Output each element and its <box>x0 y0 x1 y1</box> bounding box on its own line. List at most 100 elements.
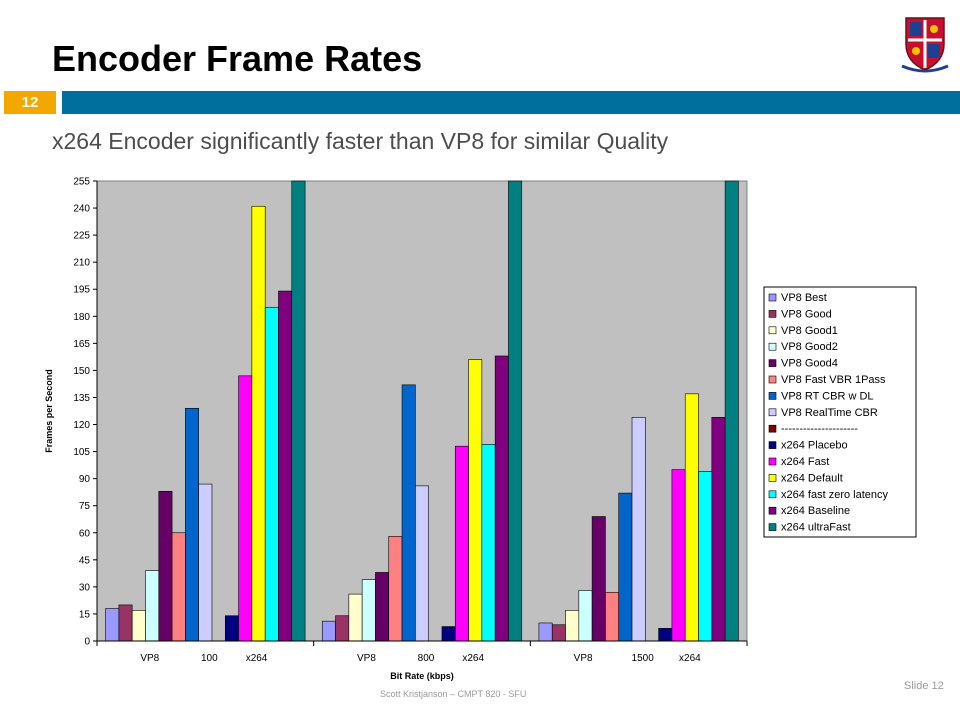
y-axis: 0 15 30 45 60 75 90 105 120 135 150 165 180 195 210 225… <box>73 177 98 648</box>
bar <box>724 180 739 642</box>
slide-number: 12 <box>21 94 39 111</box>
y-tick-label: 15 <box>79 609 91 620</box>
legend-swatch <box>768 310 777 318</box>
header-accent-bar <box>62 91 960 114</box>
y-tick-label: 120 <box>73 420 90 431</box>
bar <box>578 590 593 642</box>
bar <box>335 615 350 642</box>
legend-swatch <box>768 523 777 531</box>
x-sublabel-x264: x264 <box>679 653 701 664</box>
bar <box>118 604 133 642</box>
bar <box>698 471 713 642</box>
x-sublabel-vp8: VP8 <box>140 653 159 664</box>
y-tick-label: 225 <box>73 231 90 242</box>
bar <box>348 593 363 642</box>
bar <box>711 417 726 642</box>
bar <box>658 628 673 642</box>
legend-label: x264 Baseline <box>781 505 850 517</box>
bar <box>238 375 253 642</box>
legend-label: x264 fast zero latency <box>781 489 889 501</box>
bar <box>171 532 186 642</box>
legend-box <box>763 286 917 538</box>
bar <box>631 417 646 642</box>
bar <box>618 492 633 642</box>
bar <box>251 205 266 642</box>
bar <box>684 393 699 642</box>
university-crest-icon <box>901 17 949 73</box>
legend-swatch <box>768 326 777 335</box>
bar <box>454 445 469 642</box>
x-sublabel-vp8: VP8 <box>357 653 376 664</box>
legend-label: VP8 RT CBR w DL <box>781 390 874 402</box>
y-tick-label: 75 <box>79 501 91 512</box>
y-tick-label: 150 <box>73 366 90 377</box>
y-axis-title: Frames per Second <box>44 369 54 453</box>
bar <box>224 615 239 642</box>
slide-title: Encoder Frame Rates <box>52 38 423 79</box>
bar <box>145 570 160 642</box>
legend-swatch <box>768 375 777 384</box>
legend-swatch <box>768 474 777 482</box>
x-category-label: 1500 <box>632 653 655 664</box>
bar <box>264 306 279 642</box>
legend-swatch <box>768 408 777 417</box>
bar <box>278 290 293 642</box>
y-tick-label: 90 <box>79 474 91 485</box>
legend-label: VP8 Best <box>781 292 827 304</box>
bar <box>508 180 523 642</box>
bar <box>375 572 390 642</box>
bar <box>198 483 213 642</box>
legend-swatch <box>768 441 777 449</box>
y-tick-label: 30 <box>79 582 91 593</box>
bar <box>185 407 199 642</box>
legend-label: VP8 RealTime CBR <box>781 407 878 419</box>
y-tick-label: 255 <box>73 177 90 188</box>
legend-label: x264 Fast <box>781 456 829 468</box>
legend-label: VP8 Good2 <box>781 341 838 353</box>
legend-swatch <box>768 457 777 466</box>
x-axis-title: Bit Rate (kbps) <box>390 671 454 681</box>
bar <box>388 536 403 642</box>
bar <box>401 384 416 642</box>
x-sublabel-x264: x264 <box>462 653 484 664</box>
legend-label: VP8 Good <box>781 308 832 320</box>
x-category-label: 100 <box>201 653 218 664</box>
legend-swatch <box>768 293 777 302</box>
bar <box>361 579 376 642</box>
legend-swatch <box>768 359 777 367</box>
y-tick-label: 165 <box>73 339 90 350</box>
footer-text: Scott Kristjanson – CMPT 820 - SFU <box>380 689 527 699</box>
bar <box>565 610 580 642</box>
legend-label: x264 Placebo <box>781 440 848 452</box>
legend-swatch <box>768 506 777 515</box>
legend-swatch <box>768 490 777 499</box>
slide-label: Slide 12 <box>904 680 944 692</box>
legend-swatch <box>768 392 777 400</box>
bar <box>538 622 553 642</box>
bar <box>291 180 306 642</box>
y-tick-label: 195 <box>73 285 90 296</box>
bar <box>591 516 606 642</box>
y-tick-label: 210 <box>73 258 90 269</box>
bar <box>415 485 429 642</box>
legend-label: VP8 Good1 <box>781 325 838 337</box>
bar <box>494 355 509 642</box>
x-sublabel-x264: x264 <box>246 653 268 664</box>
bar <box>441 626 456 642</box>
bar <box>605 591 620 642</box>
y-tick-label: 180 <box>73 312 90 323</box>
bar <box>551 624 566 642</box>
y-tick-label: 0 <box>84 637 90 648</box>
bar <box>671 469 686 642</box>
bar <box>131 610 146 642</box>
y-tick-label: 60 <box>79 528 91 539</box>
bar <box>158 490 173 642</box>
legend-label: x264 Default <box>781 472 843 484</box>
legend-label: --------------------- <box>781 423 858 435</box>
y-tick-label: 240 <box>73 204 90 215</box>
slide-subtitle: x264 Encoder significantly faster than V… <box>52 128 669 154</box>
bar <box>468 359 483 642</box>
x-category-label: 800 <box>418 653 435 664</box>
bar <box>321 620 336 642</box>
